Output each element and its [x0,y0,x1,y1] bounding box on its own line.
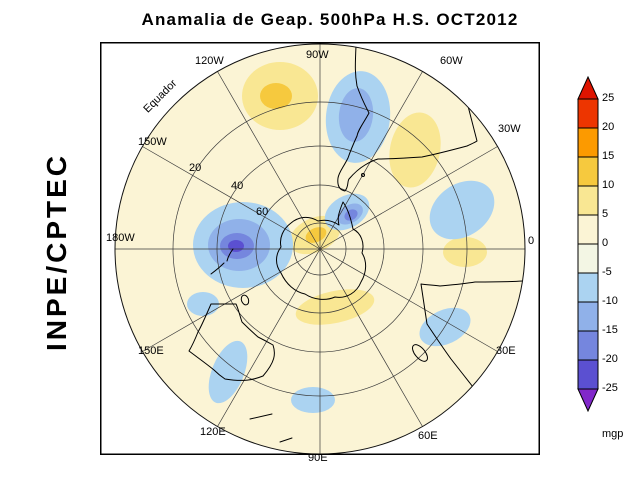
colorbar-segment [577,127,599,158]
anomaly-negative-pacific-core [228,240,244,252]
anomaly-positive-se-pacific-core [260,83,292,109]
map-plot [100,42,540,455]
anomaly-negative-chile-core [338,88,374,142]
colorbar-segment [577,98,599,129]
meridian-label-60w: 60W [440,55,463,67]
meridian-label-150w: 150W [138,136,167,148]
plot-frame [100,42,540,455]
colorbar-arrow-top [577,76,599,100]
colorbar-tick-n5: -5 [602,266,612,278]
coast-antarctica [276,201,367,300]
meridian-label-150e: 150E [138,345,164,357]
meridian-label-60e: 60E [418,430,438,442]
anomaly-negative-australia [208,340,248,404]
coast-south-america [337,45,478,192]
colorbar-unit-label: mgp [602,428,624,440]
colorbar-segment [577,330,599,361]
colorbar-tick-25: 25 [602,92,615,104]
colorbar-tick-n15: -15 [602,324,618,336]
coast-new-zealand [210,248,234,275]
meridian-label-0: 0 [528,235,535,247]
colorbar-segment [577,272,599,303]
anomaly-negative-coral-sea [187,292,219,316]
colorbar-tick-n25: -25 [602,382,618,394]
colorbar-segment [577,185,599,216]
parallel-label-20: 20 [189,162,202,174]
colorbar-segment [577,359,599,390]
anomaly-negative-peninsula-core [344,209,358,221]
coast-falklands [361,173,365,177]
anomaly-negative-indian-ocean [291,387,335,413]
coast-australia [188,303,275,381]
parallel-label-40: 40 [231,180,244,192]
meridian-label-30w: 30W [498,123,521,135]
chart-title: Anamalia de Geap. 500hPa H.S. OCT2012 [141,10,519,29]
colorbar-tick-10: 10 [602,179,615,191]
colorbar-segment [577,214,599,245]
anomaly-positive-south-atlantic [443,237,487,267]
meridian-label-90e: 90E [308,452,328,464]
colorbar [577,76,599,412]
colorbar-tick-15: 15 [602,150,615,162]
agency-label: INPE/CPTEC [41,152,72,352]
coast-tasmania [240,294,250,306]
meridian-label-180: 180W [106,232,135,244]
meridian-label-30e: 30E [496,345,516,357]
coast-indonesia [249,413,293,443]
meridian-label-120w: 120W [195,55,224,67]
colorbar-tick-n10: -10 [602,295,618,307]
colorbar-tick-0: 0 [602,237,609,249]
colorbar-tick-n20: -20 [602,353,618,365]
coast-madagascar [412,344,428,362]
colorbar-segment [577,156,599,187]
anomaly-positive-polar-core [305,227,327,243]
parallel-label-60: 60 [256,206,269,218]
meridian-label-90w: 90W [306,49,329,61]
coastlines [188,45,524,443]
colorbar-segment [577,301,599,332]
colorbar-segment [577,243,599,274]
coast-africa [420,280,524,388]
meridian-label-120e: 120E [200,426,226,438]
graticule [115,44,525,454]
colorbar-tick-20: 20 [602,121,615,133]
colorbar-tick-5: 5 [602,208,609,220]
anomaly-positive-brazil [389,112,441,188]
colorbar-arrow-bottom [577,388,599,412]
